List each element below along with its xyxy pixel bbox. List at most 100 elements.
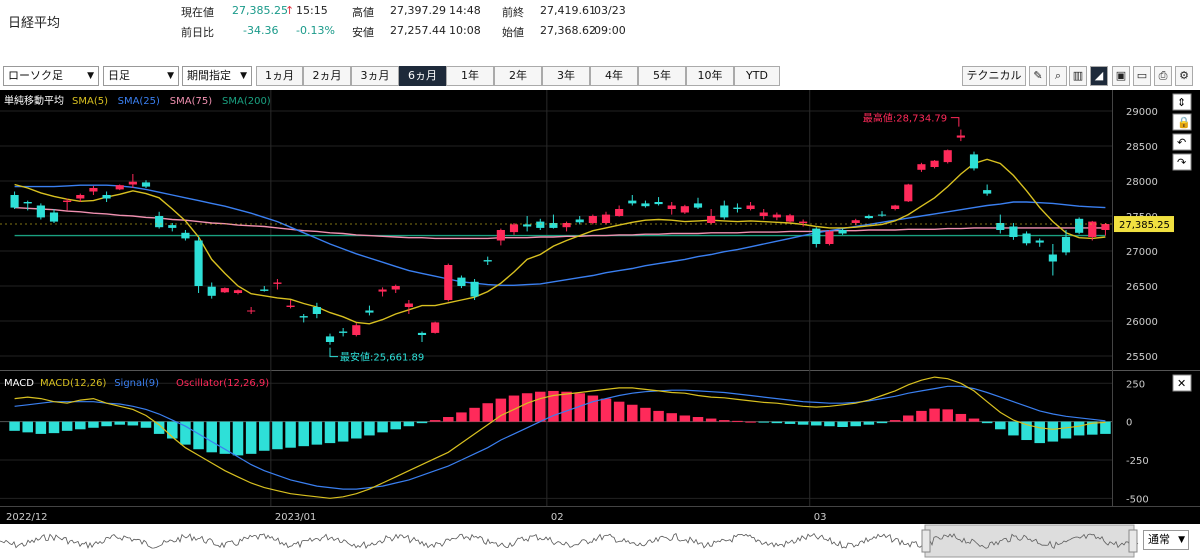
navigator-handle-right bbox=[1129, 530, 1137, 552]
period-button-3m[interactable]: 3ヵ月 bbox=[351, 66, 399, 86]
candle-body bbox=[576, 220, 584, 223]
current-time: 15:15 bbox=[296, 4, 328, 17]
candle-body bbox=[786, 215, 794, 221]
zoom-icon[interactable]: ⌕ bbox=[1049, 66, 1067, 86]
print-icon[interactable]: ⎙ bbox=[1154, 66, 1172, 86]
period-mode-value: 期間指定 bbox=[187, 69, 231, 82]
oscillator-bar bbox=[561, 392, 572, 422]
expand-icon-glyph: ⇕ bbox=[1177, 96, 1186, 109]
oscillator-bar bbox=[233, 422, 244, 456]
index-name: 日経平均 bbox=[8, 12, 60, 31]
candle-body bbox=[10, 195, 18, 208]
oscillator-bar bbox=[837, 422, 848, 427]
y-tick-label: 26000 bbox=[1126, 317, 1158, 328]
oscillator-bar bbox=[942, 409, 953, 421]
candle-body bbox=[510, 224, 518, 232]
open-label: 始値 bbox=[502, 24, 524, 40]
candle-body bbox=[37, 206, 45, 218]
oscillator-bar bbox=[88, 422, 99, 428]
y-tick-label: 25500 bbox=[1126, 352, 1158, 363]
oscillator-bar bbox=[9, 422, 20, 431]
pencil-icon[interactable]: ✎ bbox=[1029, 66, 1047, 86]
oscillator-bar bbox=[259, 422, 270, 451]
prev-close-label: 前終 bbox=[502, 4, 524, 20]
open-value: 27,368.62 bbox=[540, 24, 596, 37]
oscillator-bar bbox=[325, 422, 336, 443]
candle-body bbox=[1075, 219, 1083, 233]
period-button-ytd[interactable]: YTD bbox=[734, 66, 780, 86]
candle-body bbox=[418, 333, 426, 335]
folder-icon[interactable]: ▭ bbox=[1133, 66, 1151, 86]
candle-body bbox=[89, 188, 97, 192]
candle-body bbox=[720, 206, 728, 218]
candle-body bbox=[24, 202, 32, 203]
current-label: 現在値 bbox=[181, 4, 214, 20]
candle-body bbox=[497, 230, 505, 241]
period-button-2y[interactable]: 2年 bbox=[494, 66, 542, 86]
period-button-5y[interactable]: 5年 bbox=[638, 66, 686, 86]
period-button-4y[interactable]: 4年 bbox=[590, 66, 638, 86]
oscillator-bar bbox=[128, 422, 139, 426]
chart-svg[interactable]: 2550026000265002700027500280002850029000… bbox=[0, 90, 1200, 524]
save-icon[interactable]: ▣ bbox=[1112, 66, 1130, 86]
oscillator-bar bbox=[1100, 422, 1111, 434]
caret-down-icon: ▼ bbox=[1178, 531, 1185, 549]
candle-body bbox=[194, 241, 202, 287]
oscillator-bar bbox=[877, 422, 888, 424]
oscillator-bar bbox=[101, 422, 112, 427]
candle-body bbox=[668, 206, 676, 210]
candle-body bbox=[181, 233, 189, 239]
legend-sma200: SMA(200) bbox=[222, 96, 271, 107]
oscillator-bar bbox=[653, 411, 664, 422]
candle-body bbox=[930, 161, 938, 167]
area-chart-icon[interactable]: ◢ bbox=[1090, 66, 1108, 86]
y-tick-label: 250 bbox=[1126, 379, 1145, 390]
y-tick-label: -250 bbox=[1126, 456, 1149, 467]
high-value: 27,397.29 bbox=[390, 4, 446, 17]
period-mode-select[interactable]: 期間指定 ▼ bbox=[182, 66, 252, 86]
candle-body bbox=[365, 311, 373, 313]
period-button-1m[interactable]: 1ヵ月 bbox=[256, 66, 303, 86]
redo-icon-glyph: ↷ bbox=[1177, 156, 1186, 169]
period-button-6m[interactable]: 6ヵ月 bbox=[399, 66, 446, 86]
candle-body bbox=[221, 288, 229, 292]
navigator-handle-left bbox=[922, 530, 930, 552]
period-button-2m[interactable]: 2ヵ月 bbox=[303, 66, 351, 86]
candle-body bbox=[208, 287, 216, 296]
oscillator-bar bbox=[364, 422, 375, 436]
oscillator-bar bbox=[75, 422, 86, 430]
candle-body bbox=[457, 278, 465, 286]
scale-select[interactable]: 通常 ▼ bbox=[1143, 530, 1189, 550]
interval-select[interactable]: 日足 ▼ bbox=[103, 66, 179, 86]
technical-button[interactable]: テクニカル bbox=[962, 66, 1026, 86]
caret-down-icon: ▼ bbox=[87, 67, 94, 85]
prev-close-value: 27,419.61 bbox=[540, 4, 596, 17]
period-button-3y[interactable]: 3年 bbox=[542, 66, 590, 86]
oscillator-bar bbox=[614, 402, 625, 422]
oscillator-bar bbox=[390, 422, 401, 430]
oscillator-bar bbox=[811, 422, 822, 426]
period-button-10y[interactable]: 10年 bbox=[686, 66, 734, 86]
oscillator-bar bbox=[772, 422, 783, 424]
candle-body bbox=[970, 154, 978, 168]
candle-body bbox=[812, 229, 820, 244]
oscillator-bar bbox=[982, 422, 993, 424]
up-arrow-icon: ↑ bbox=[285, 4, 294, 17]
chart-type-select[interactable]: ローソク足 ▼ bbox=[3, 66, 99, 86]
oscillator-bar bbox=[443, 417, 454, 422]
candle-body bbox=[470, 282, 478, 297]
oscillator-bar bbox=[850, 422, 861, 427]
settings-icon[interactable]: ⚙ bbox=[1175, 66, 1193, 86]
oscillator-bar bbox=[1034, 422, 1045, 443]
oscillator-bar bbox=[956, 414, 967, 422]
period-button-1y[interactable]: 1年 bbox=[446, 66, 494, 86]
macd-panel-title: MACD bbox=[4, 378, 34, 389]
bar-chart-icon[interactable]: ▥ bbox=[1069, 66, 1087, 86]
candle-body bbox=[615, 209, 623, 216]
oscillator-bar bbox=[864, 422, 875, 425]
candle-body bbox=[838, 230, 846, 234]
range-navigator[interactable] bbox=[0, 524, 1200, 559]
oscillator-bar bbox=[272, 422, 283, 450]
x-tick-label: 2023/01 bbox=[275, 512, 317, 523]
candle-body bbox=[116, 185, 124, 189]
